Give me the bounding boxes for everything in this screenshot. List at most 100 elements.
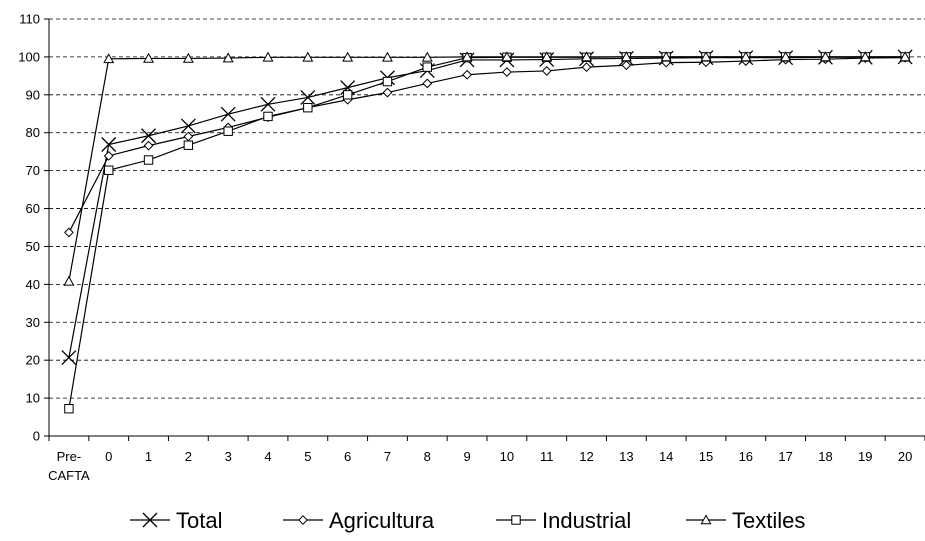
data-point-total bbox=[300, 90, 316, 105]
data-point-textiles bbox=[700, 51, 712, 62]
legend-item-total: Total bbox=[130, 508, 222, 533]
x-tick-label: 4 bbox=[264, 449, 271, 464]
series-line-textiles bbox=[68, 56, 906, 282]
series-total bbox=[61, 49, 913, 365]
legend-marker-triangle bbox=[700, 514, 712, 525]
legend-label: Industrial bbox=[542, 508, 631, 533]
data-point-textiles bbox=[262, 51, 274, 62]
legend-label: Total bbox=[176, 508, 222, 533]
x-tick-label: 12 bbox=[579, 449, 593, 464]
data-point-industrial bbox=[342, 90, 353, 100]
legend-label: Textiles bbox=[732, 508, 805, 533]
data-point-textiles bbox=[302, 51, 314, 62]
x-tick-label: 0 bbox=[105, 449, 112, 464]
x-tick-label: CAFTA bbox=[48, 468, 90, 483]
data-point-agricultura bbox=[183, 131, 194, 142]
y-tick-label: 60 bbox=[26, 201, 40, 216]
data-point-textiles bbox=[899, 51, 911, 62]
data-point-industrial bbox=[382, 76, 393, 87]
x-tick-label: 14 bbox=[659, 449, 673, 464]
x-tick-label: 11 bbox=[540, 449, 554, 464]
data-point-textiles bbox=[63, 275, 75, 286]
data-point-textiles bbox=[182, 52, 194, 63]
data-point-total bbox=[180, 118, 196, 134]
x-tick-label: 8 bbox=[424, 449, 431, 464]
data-point-agricultura bbox=[64, 227, 74, 238]
data-point-agricultura bbox=[462, 69, 472, 80]
y-tick-label: 0 bbox=[33, 429, 40, 444]
data-point-industrial bbox=[143, 155, 154, 165]
data-point-total bbox=[220, 106, 236, 122]
x-tick-label: 13 bbox=[619, 449, 633, 464]
data-point-textiles bbox=[581, 51, 593, 62]
legend-label: Agricultura bbox=[329, 508, 435, 533]
series-line-industrial bbox=[68, 56, 906, 409]
data-point-agricultura bbox=[422, 78, 433, 89]
legend-item-industrial: Industrial bbox=[496, 508, 631, 533]
x-tick-label: 9 bbox=[463, 449, 470, 464]
data-point-textiles bbox=[103, 53, 115, 64]
data-point-textiles bbox=[740, 51, 752, 62]
data-point-industrial bbox=[303, 103, 313, 113]
data-point-textiles bbox=[859, 51, 871, 62]
y-tick-label: 20 bbox=[26, 353, 40, 368]
x-tick-label: 1 bbox=[145, 449, 152, 464]
series-textiles bbox=[63, 51, 911, 286]
y-tick-label: 80 bbox=[26, 125, 40, 140]
legend-marker-x bbox=[142, 512, 158, 528]
x-tick-label: 15 bbox=[699, 449, 713, 464]
data-point-agricultura bbox=[541, 66, 552, 76]
gridlines bbox=[49, 18, 925, 399]
x-tick-label: 5 bbox=[304, 449, 311, 464]
x-tick-label: 20 bbox=[898, 449, 912, 464]
data-point-industrial bbox=[422, 62, 432, 72]
data-point-total bbox=[260, 96, 276, 112]
data-point-industrial bbox=[223, 126, 233, 136]
data-point-industrial bbox=[263, 111, 273, 122]
data-point-textiles bbox=[501, 51, 513, 62]
data-point-industrial bbox=[64, 404, 74, 414]
data-point-agricultura bbox=[382, 87, 393, 98]
data-point-textiles bbox=[819, 51, 831, 62]
data-point-textiles bbox=[421, 51, 433, 62]
x-tick-label: 6 bbox=[344, 449, 351, 464]
y-tick-label: 90 bbox=[26, 87, 40, 102]
series-line-agricultura bbox=[68, 57, 906, 233]
data-point-agricultura bbox=[581, 62, 592, 73]
x-tick-label: 2 bbox=[185, 449, 192, 464]
data-point-textiles bbox=[780, 51, 792, 62]
y-tick-label: 100 bbox=[18, 49, 40, 64]
x-tick-label: Pre- bbox=[57, 449, 82, 464]
data-point-total bbox=[61, 350, 77, 365]
x-tick-label: 7 bbox=[384, 449, 391, 464]
data-point-agricultura bbox=[621, 60, 632, 71]
data-point-agricultura bbox=[143, 140, 154, 151]
legend-marker-diamond bbox=[298, 515, 308, 525]
x-tick-label: 19 bbox=[858, 449, 872, 464]
series-line-total bbox=[68, 56, 906, 358]
x-tick-label: 3 bbox=[225, 449, 232, 464]
y-tick-label: 70 bbox=[26, 163, 40, 178]
data-point-textiles bbox=[342, 51, 354, 62]
legend-item-textiles: Textiles bbox=[686, 508, 805, 533]
y-tick-label: 40 bbox=[26, 277, 40, 292]
series-industrial bbox=[64, 52, 910, 414]
data-point-textiles bbox=[541, 51, 553, 62]
y-tick-label: 10 bbox=[26, 391, 40, 406]
y-tick-label: 110 bbox=[19, 12, 40, 27]
data-point-textiles bbox=[143, 52, 155, 63]
x-tick-label: 10 bbox=[500, 449, 514, 464]
y-tick-label: 50 bbox=[26, 239, 40, 254]
x-tick-label: 16 bbox=[739, 449, 753, 464]
data-point-total bbox=[141, 128, 157, 144]
data-point-textiles bbox=[461, 51, 473, 62]
data-point-agricultura bbox=[103, 150, 114, 161]
data-point-industrial bbox=[104, 165, 114, 175]
data-point-agricultura bbox=[502, 67, 512, 77]
legend-item-agricultura: Agricultura bbox=[283, 508, 435, 533]
data-point-textiles bbox=[620, 51, 632, 62]
x-tick-label: 18 bbox=[818, 449, 832, 464]
